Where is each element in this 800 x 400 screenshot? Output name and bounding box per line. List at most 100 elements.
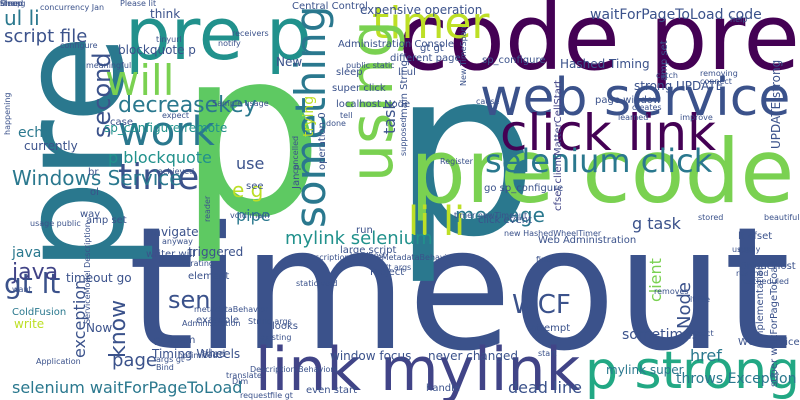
cloud-word: cause [476,97,500,106]
cloud-word: window focus [330,349,412,363]
cloud-word: detect [688,329,714,338]
cloud-word: page [112,350,157,371]
cloud-word: problem [154,335,196,346]
cloud-word: pre p [125,0,312,76]
cloud-word: waitForPageToLoad code [590,7,762,23]
cloud-word: element [188,271,230,282]
cloud-word: lt cfset [738,231,773,242]
cloud-word: handle [426,383,461,394]
cloud-word: li ul [398,67,416,78]
cloud-word: Now [86,321,113,335]
cloud-word: sp_configure remote [104,121,228,135]
cloud-word: even start [306,385,358,396]
cloud-word: blockquote p [118,43,196,57]
cloud-word: li li [408,199,466,245]
cloud-word: Timing Wheels [152,347,241,361]
cloud-word: call [738,245,756,256]
cloud-word: rescheduled [740,277,789,286]
cloud-word: Description ServiceMetadataBehavior [304,253,456,262]
cloud-word: java [12,260,59,285]
cloud-word: Hashed Timing [560,57,650,71]
cloud-word: script file [4,26,88,47]
cloud-word: help [730,15,748,24]
cloud-word: Windows Service [12,166,182,190]
cloud-word: time [118,157,200,198]
cloud-word: trying [301,95,317,137]
cloud-word: p strong [585,341,800,400]
cloud-word: dead line [508,378,582,397]
cloud-word: notify [218,39,241,48]
cloud-word: Dim [232,377,249,386]
cloud-word: g task [632,214,681,233]
cloud-word: localhost Node [336,99,411,110]
cloud-word: gt lt [4,267,61,300]
cloud-word: expensive operation [360,3,483,17]
cloud-word: optimized [178,351,218,360]
cloud-word: timer [372,0,490,49]
cloud-word: concurrency Jan [40,3,105,12]
cloud-word: run [356,225,373,236]
cloud-word: usage public [30,219,81,228]
cloud-word: Register [440,157,473,166]
cloud-word: never changed [428,349,518,363]
cloud-word: message [455,203,545,227]
cloud-word: WCF service [738,337,800,348]
cloud-word: happening [3,92,12,136]
cloud-word: tell [340,111,353,120]
cloud-word: receivers [232,29,269,38]
cloud-word: sleep [336,67,363,78]
cloud-word: stored [698,213,724,222]
cloud-word: Description Behaviors [250,365,338,374]
cloud-word: br [88,167,99,178]
cloud-word: timeout [128,191,791,389]
cloud-word: Please lit [120,0,157,8]
cloud-word: example [196,315,240,326]
cloud-word: localhost [350,251,386,260]
cloud-word: Project [370,267,405,278]
cloud-word: Central Control [292,1,368,12]
cloud-word: selenium waitForPageToLoad [12,378,243,397]
cloud-word: configure [60,41,98,50]
cloud-word: New [276,55,303,69]
cloud-word: pipe [236,206,271,225]
cloud-word: go sp_configure [484,183,564,194]
cloud-word: link mylink [255,335,581,400]
cloud-word: way [80,209,101,220]
cloud-word: p [392,21,538,288]
cloud-word: iterating [180,259,214,268]
cloud-word: super click [332,83,386,94]
cloud-word: expect [162,111,190,120]
cloud-word: write [14,317,45,331]
cloud-word: UPDATE strong [769,59,783,149]
cloud-word: ServiceModel Description [83,222,92,324]
cloud-word: new HashedWheelTimer [504,229,602,238]
cloud-word: p blockquote [108,148,212,167]
cloud-word: meaningful [86,61,132,70]
cloud-word: improve [680,113,713,122]
cloud-word: done [326,119,346,128]
cloud-word: supposed [399,117,408,156]
cloud-word: start [538,349,557,358]
cloud-word: click link [500,104,717,162]
cloud-word: use [236,154,265,173]
cloud-word: ColdFusion [12,307,67,318]
cloud-word: finished [536,255,568,264]
cloud-word: echo [18,125,52,141]
cloud-word: request [240,391,271,400]
cloud-word: static void [296,279,338,288]
cloud-word: achieved [158,167,195,176]
cloud-word: usually [732,245,761,254]
cloud-word: Application [36,357,81,366]
cloud-word: String args [248,317,292,326]
cloud-word: navigate [146,225,199,239]
cloud-word: mylink selenium [285,228,433,249]
cloud-word: timeout go [66,271,132,285]
cloud-word: learned [618,113,649,122]
cloud-word: want [12,285,32,294]
cloud-word: web service [480,68,791,128]
cloud-word: send [168,286,226,314]
cloud-word: anyway [162,237,193,246]
cloud-word: Bind [156,363,174,372]
cloud-word: tried [202,349,226,360]
cloud-word: gt gt [420,43,444,54]
